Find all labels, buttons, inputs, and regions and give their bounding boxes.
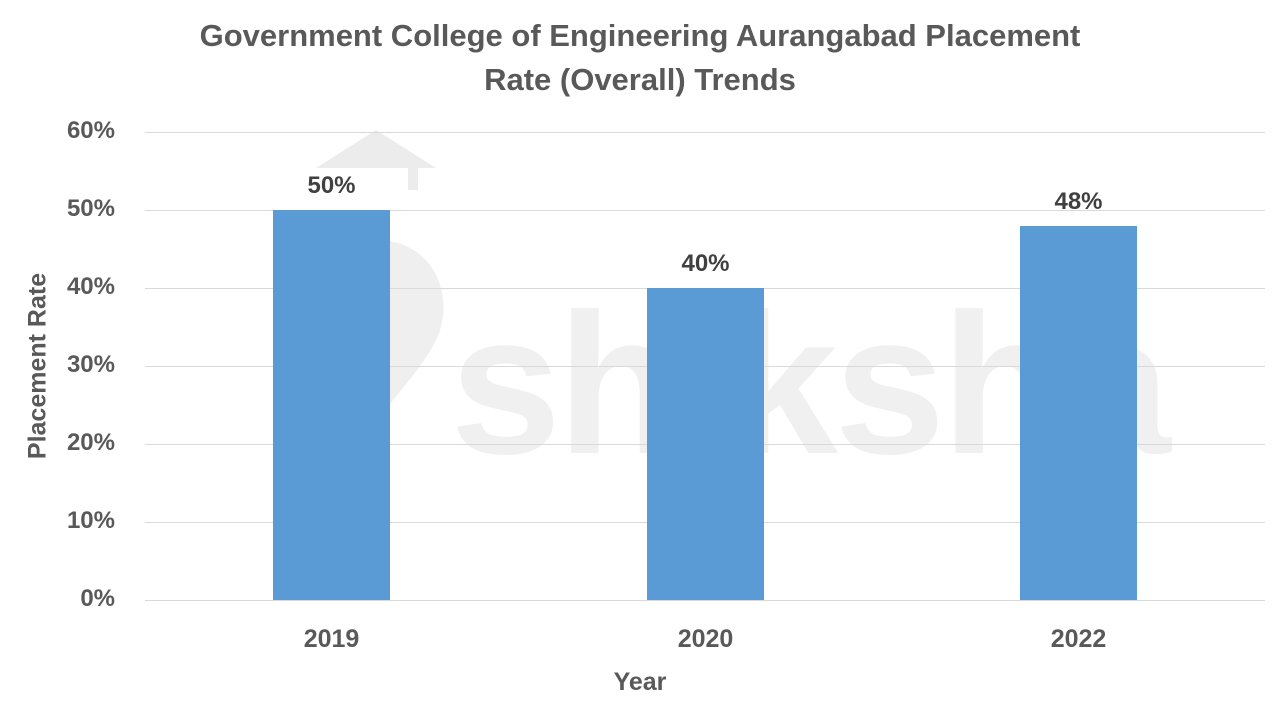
y-tick-label: 10%	[66, 507, 115, 534]
y-tick-label: 30%	[66, 351, 115, 378]
y-axis-label: Placement Rate	[23, 272, 52, 460]
data-label: 40%	[681, 250, 730, 277]
y-tick-label: 0%	[80, 585, 115, 612]
gridline	[145, 600, 1265, 601]
x-tick-label: 2019	[303, 625, 360, 653]
bar-2019	[273, 210, 390, 600]
gridline	[145, 210, 1265, 211]
title-line-2: Rate (Overall) Trends	[484, 62, 796, 97]
y-tick-label: 60%	[66, 117, 115, 144]
title-line-1: Government College of Engineering Aurang…	[199, 18, 1081, 53]
bar-2020	[647, 288, 764, 600]
bar-2022	[1020, 225, 1137, 600]
data-label: 50%	[307, 172, 356, 199]
data-label: 48%	[1054, 187, 1103, 215]
chart-title: Government College of Engineering Aurang…	[140, 14, 1140, 102]
x-axis-label: Year	[613, 668, 667, 696]
x-tick-label: 2022	[1050, 625, 1107, 653]
x-tick-label: 2020	[677, 625, 734, 653]
gridline	[145, 132, 1265, 133]
y-tick-label: 50%	[66, 195, 115, 222]
y-tick-label: 40%	[66, 273, 115, 300]
y-tick-label: 20%	[66, 429, 115, 456]
